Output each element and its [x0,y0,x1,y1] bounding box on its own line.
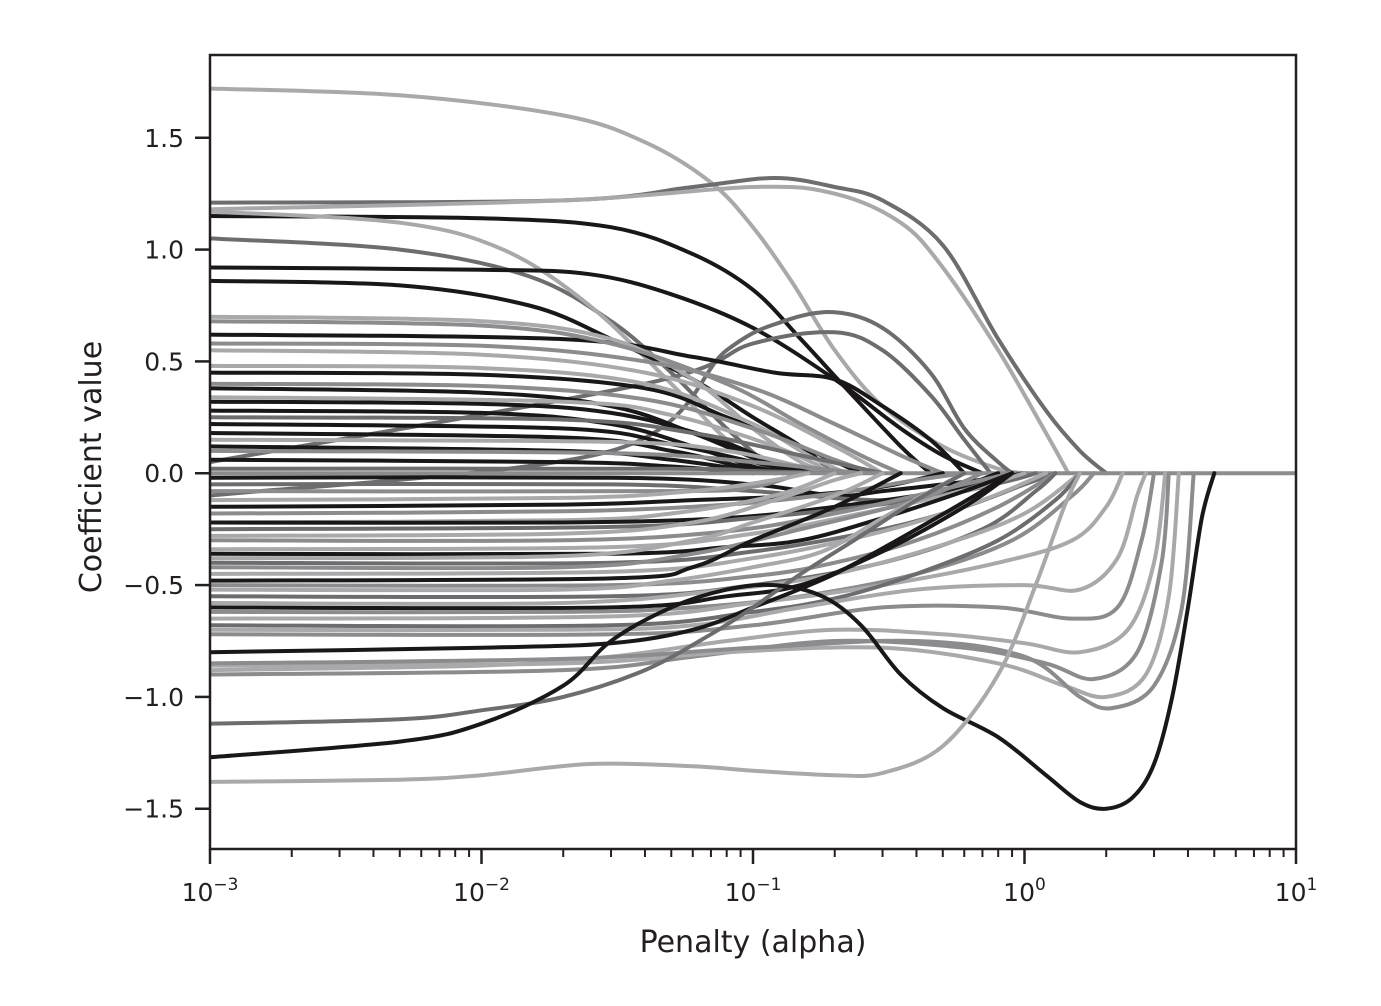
y-tick-label: 0.0 [144,459,184,488]
y-tick-label: 1.5 [144,124,184,153]
coefficient-path-64 [210,471,1196,711]
coefficient-path-4 [210,214,933,476]
y-tick-label: −1.5 [123,795,184,824]
y-tick-label: −0.5 [123,571,184,600]
x-tick-base: 10 [1275,878,1307,907]
coefficient-path-15 [210,341,945,476]
coefficient-path-49 [210,471,903,583]
x-tick-base: 10 [725,878,757,907]
coefficient-path-13 [210,319,903,476]
coefficient-path-35 [210,471,811,503]
x-tick-label: 100 [1003,875,1046,907]
x-tick-base: 10 [182,878,214,907]
coefficient-path-42 [210,471,1015,543]
x-axis: 10−3 10−2 10−1 100 101 [182,849,1318,907]
coefficient-path-65 [210,471,967,726]
y-tick-label: −1.0 [123,683,184,712]
coefficient-path-59 [210,471,1156,637]
coefficient-path-54 [210,471,1015,611]
coefficient-path-56 [210,471,1125,621]
coefficient-path-45 [210,471,885,561]
x-tick-label: 10−3 [182,875,239,907]
coefficient-path-1 [210,86,1027,476]
coefficient-path-26 [210,395,837,476]
x-tick-base: 10 [453,878,485,907]
y-axis: 1.5 1.0 0.5 0.0 −0.5 −1.0 −1.5 [123,124,210,824]
coefficient-path-6 [210,209,777,476]
coefficient-path-7 [210,265,985,476]
coefficient-path-27 [210,415,885,476]
coefficient-path-62 [210,471,1171,682]
y-tick-label: 1.0 [144,236,184,265]
coefficient-path-58 [210,471,1148,633]
coefficient-path-19 [210,408,795,476]
x-tick-label: 10−1 [725,875,782,907]
x-tick-label: 101 [1275,875,1318,907]
coefficient-path-24 [210,363,848,476]
coefficient-path-53 [210,471,1082,606]
series-layer [210,86,1296,811]
coefficient-path-11 [210,332,967,476]
coefficient-path-48 [210,471,1048,576]
coefficient-path-66 [210,471,1217,811]
coefficient-path-25 [210,381,877,476]
x-tick-label: 10−2 [453,875,510,907]
coefficient-path-63 [210,471,1181,700]
y-tick-label: 0.5 [144,347,184,376]
y-axis-title: Coefficient value [74,341,109,593]
coefficient-path-67 [210,471,1082,784]
coefficient-path-60 [210,471,1015,655]
x-tick-base: 10 [1003,878,1035,907]
coefficient-path-29 [210,448,863,476]
coefficient-path-41 [210,471,863,538]
coefficient-path-50 [210,471,1058,588]
x-tick-exponent: −2 [485,875,510,895]
x-tick-exponent: −3 [213,875,238,895]
x-tick-exponent: −1 [756,875,781,895]
coefficient-path-3 [210,184,1071,476]
coefficient-path-14 [210,348,885,476]
x-tick-exponent: 0 [1035,875,1046,895]
x-tick-exponent: 1 [1306,875,1317,895]
coefficient-path-44 [210,471,1015,557]
x-axis-title: Penalty (alpha) [640,925,867,960]
